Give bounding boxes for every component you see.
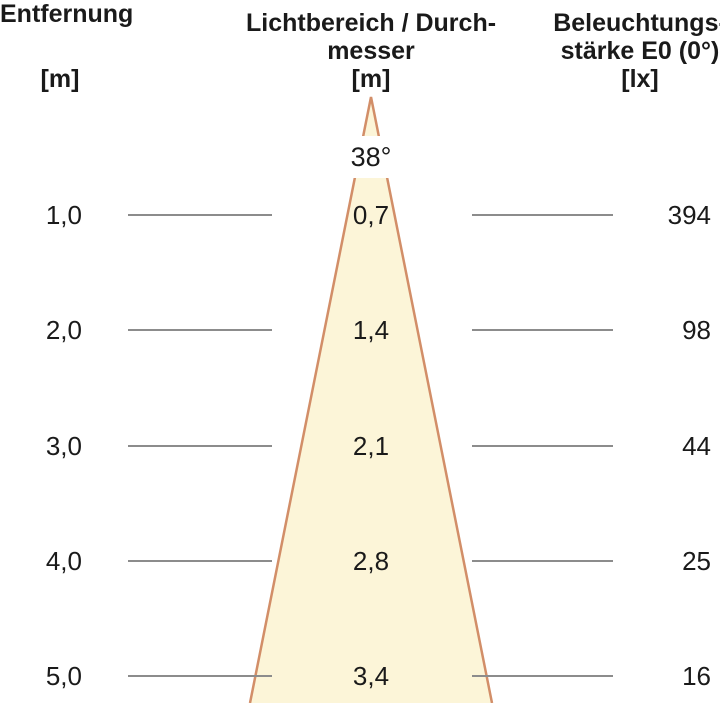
leader-line-right	[472, 560, 613, 562]
leader-line-left	[128, 675, 272, 677]
data-row-4: 4,0 2,8 25	[0, 545, 720, 577]
illuminance-value: 44	[682, 431, 711, 461]
light-cone-shape	[248, 96, 494, 703]
leader-line-left	[128, 329, 272, 331]
column-unit-illuminance: [lx]	[621, 65, 659, 93]
diameter-value: 1,4	[352, 315, 390, 345]
column-header-diameter-line1: Lichtbereich / Durch-	[246, 9, 497, 37]
distance-value: 1,0	[45, 200, 82, 230]
column-header-diameter-line2: messer	[327, 37, 415, 65]
leader-line-right	[472, 445, 613, 447]
leader-line-left	[128, 214, 272, 216]
distance-value: 4,0	[45, 546, 82, 576]
column-header-illuminance-line1: Beleuchtungs-	[553, 9, 720, 37]
leader-line-left	[128, 445, 272, 447]
column-unit-diameter: [m]	[351, 65, 391, 93]
beam-angle-label: 38°	[324, 136, 418, 178]
column-unit-distance: [m]	[40, 65, 80, 93]
column-header-illuminance-line2: stärke E0 (0°)	[560, 37, 720, 65]
data-row-2: 2,0 1,4 98	[0, 314, 720, 346]
leader-line-right	[472, 329, 613, 331]
column-header-distance: Entfernung	[0, 0, 134, 28]
illuminance-value: 394	[667, 200, 711, 230]
leader-line-right	[472, 214, 613, 216]
data-row-5: 5,0 3,4 16	[0, 660, 720, 692]
illuminance-value: 16	[682, 661, 711, 691]
distance-value: 2,0	[45, 315, 82, 345]
diameter-value: 0,7	[352, 200, 390, 230]
data-row-3: 3,0 2,1 44	[0, 430, 720, 462]
distance-value: 5,0	[45, 661, 82, 691]
data-row-1: 1,0 0,7 394	[0, 199, 720, 231]
diameter-value: 2,8	[352, 546, 390, 576]
leader-line-left	[128, 560, 272, 562]
illuminance-value: 98	[682, 315, 711, 345]
distance-value: 3,0	[45, 431, 82, 461]
diameter-value: 3,4	[352, 661, 390, 691]
illuminance-value: 25	[682, 546, 711, 576]
diameter-value: 2,1	[352, 431, 390, 461]
leader-line-right	[472, 675, 613, 677]
